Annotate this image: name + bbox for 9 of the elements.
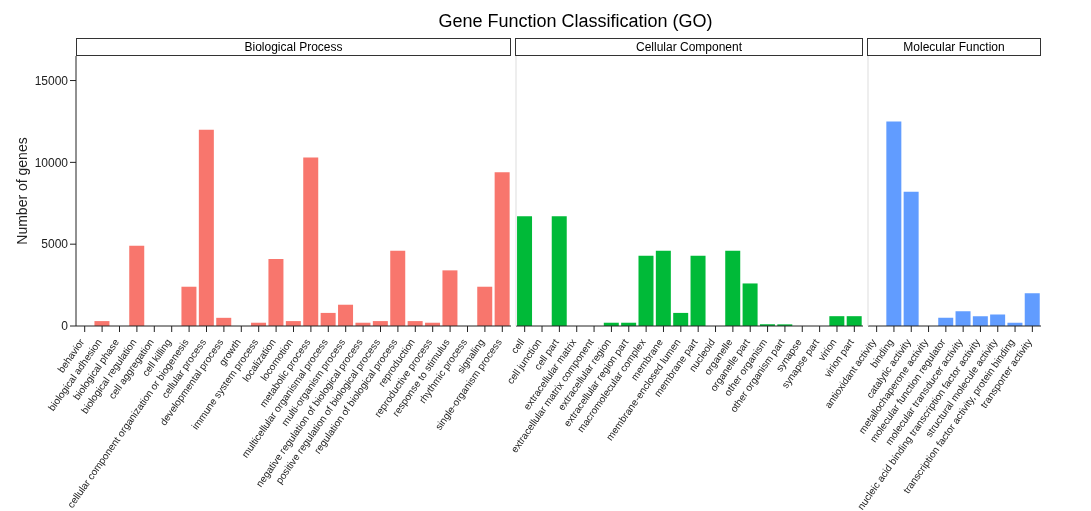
y-tick-label: 10000 — [34, 155, 69, 170]
chart-subtitle: Molecular Function — [867, 38, 1041, 56]
chart-subtitle: Biological Process — [76, 38, 511, 56]
y-tick-label: 15000 — [34, 73, 69, 88]
text: Gene Function Classification (GO) — [437, 10, 714, 33]
y-tick-label: 5000 — [41, 237, 69, 252]
y-axis-title: Number of genes — [13, 137, 30, 245]
chart-subtitle: Cellular Component — [515, 38, 863, 56]
y-tick-label: 0 — [61, 319, 69, 334]
